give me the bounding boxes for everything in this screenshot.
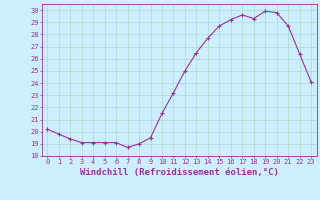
- X-axis label: Windchill (Refroidissement éolien,°C): Windchill (Refroidissement éolien,°C): [80, 168, 279, 177]
